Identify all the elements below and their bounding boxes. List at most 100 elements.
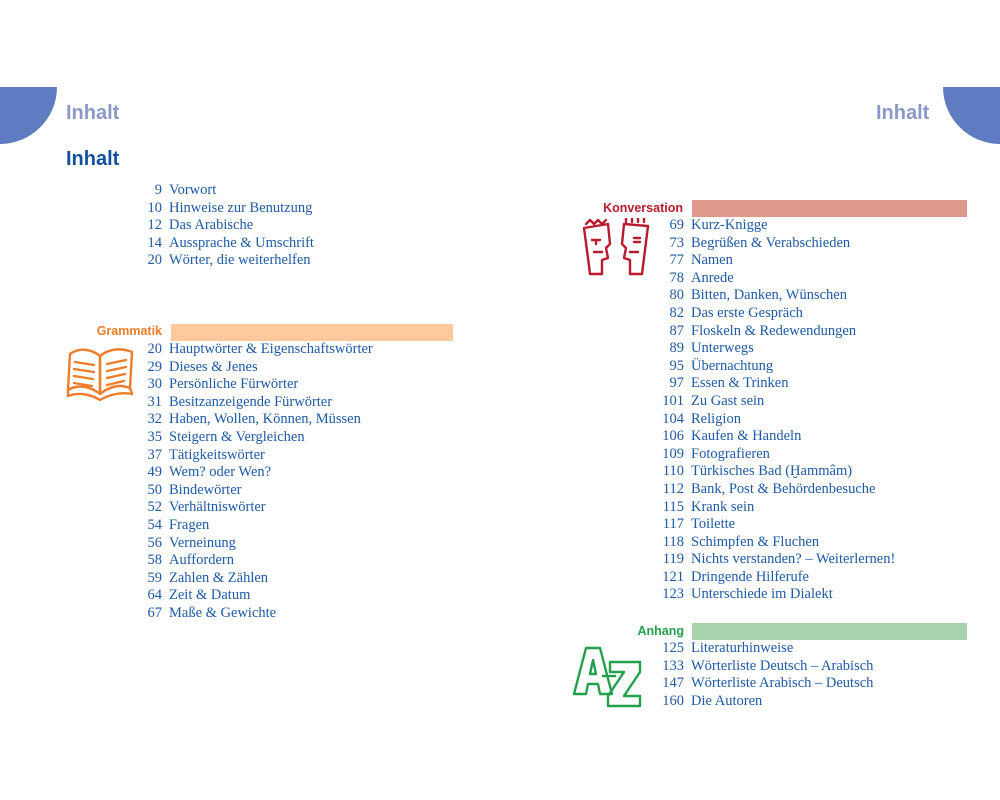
toc-page-number: 133: [662, 657, 684, 674]
toc-entry-title: Aussprache & Umschrift: [169, 234, 314, 251]
toc-entry: 77 Namen: [0, 252, 895, 270]
toc-entry-title: Bindewörter: [169, 481, 242, 498]
toc-page-number: 115: [662, 498, 684, 515]
toc-entry: 106 Kaufen & Handeln: [0, 428, 895, 446]
section-bar-konversation: [692, 200, 967, 217]
toc-page-number: 89: [669, 340, 685, 357]
toc-page-number: 12: [147, 217, 163, 234]
toc-page-number: 56: [147, 534, 163, 551]
toc-entry-title: Steigern & Vergleichen: [169, 428, 305, 445]
toc-entry: 30 Persönliche Fürwörter: [0, 376, 373, 394]
toc-entry-title: Persönliche Fürwörter: [169, 376, 299, 393]
toc-entry: 147 Wörterliste Arabisch – Deutsch: [0, 675, 873, 693]
toc-entry-title: Haben, Wollen, Können, Müssen: [169, 411, 361, 428]
toc-entry: 80 Bitten, Danken, Wünschen: [0, 287, 895, 305]
toc-entry: 20 Wörter, die weiterhelfen: [0, 252, 314, 270]
toc-entry-title: Auffordern: [169, 552, 234, 569]
page-title: Inhalt: [66, 148, 120, 170]
toc-page-number: 49: [147, 464, 163, 481]
a-z-icon: [572, 646, 642, 708]
toc-entry: 97 Essen & Trinken: [0, 375, 895, 393]
toc-entry: 59 Zahlen & Zählen: [0, 570, 373, 588]
toc-entry-title: Krank sein: [691, 498, 755, 515]
toc-entry-title: Religion: [691, 410, 741, 427]
toc-entry: 52 Verhältniswörter: [0, 499, 373, 517]
toc-page-number: 14: [147, 234, 163, 251]
toc-page-number: 67: [147, 604, 163, 621]
toc-entry: 64 Zeit & Datum: [0, 587, 373, 605]
toc-page-number: 10: [147, 199, 163, 216]
section-bar-grammatik: [171, 324, 453, 341]
toc-entry-title: Namen: [691, 252, 733, 269]
toc-entry-title: Schimpfen & Fluchen: [691, 533, 820, 550]
toc-entry-title: Anrede: [691, 269, 734, 286]
toc-page-number: 110: [662, 463, 684, 480]
toc-entry: 112 Bank, Post & Behördenbesuche: [0, 481, 895, 499]
toc-entry-title: Besitzanzeigende Fürwörter: [169, 393, 333, 410]
section-label-anhang: Anhang: [637, 624, 684, 638]
toc-entry: 20 Hauptwörter & Eigenschaftswörter: [0, 341, 373, 359]
toc-page-number: 87: [669, 322, 685, 339]
toc-entry: 78 Anrede: [0, 270, 895, 288]
toc-entry-title: Vorwort: [169, 182, 217, 198]
toc-page-number: 29: [147, 358, 163, 375]
section-bar-anhang: [692, 623, 967, 640]
toc-page-number: 95: [669, 357, 685, 374]
toc-entry-title: Fragen: [169, 516, 210, 533]
toc-page-number: 54: [147, 516, 163, 533]
intro-list: 9 Vorwort 10 Hinweise zur Benutzung 12 Das Ar…: [0, 182, 314, 270]
toc-entry: 115 Krank sein: [0, 499, 895, 517]
toc-entry: 87 Floskeln & Redewendungen: [0, 323, 895, 341]
toc-entry-title: Nichts verstanden? – Weiterlernen!: [691, 551, 896, 568]
toc-entry-title: Wörterliste Arabisch – Deutsch: [691, 675, 874, 692]
left-running-head: Inhalt: [66, 102, 120, 124]
toc-page-number: 117: [662, 516, 684, 533]
toc-entry-title: Das Arabische: [169, 217, 254, 234]
toc-entry: 50 Bindewörter: [0, 482, 373, 500]
toc-entry-title: Toilette: [691, 516, 736, 533]
toc-page-number: 119: [662, 551, 684, 568]
toc-entry-title: Kurz-Knigge: [691, 217, 768, 233]
toc-entry: 101 Zu Gast sein: [0, 393, 895, 411]
toc-page-number: 101: [662, 392, 684, 409]
toc-entry-title: Floskeln & Redewendungen: [691, 322, 857, 339]
toc-page-number: 112: [662, 480, 684, 497]
toc-page-number: 31: [147, 393, 163, 410]
toc-entry-title: Hauptwörter & Eigenschaftswörter: [169, 341, 373, 357]
toc-entry-title: Verhältniswörter: [169, 499, 266, 516]
grammatik-list: 20 Hauptwörter & Eigenschaftswörter 29 Dies…: [0, 341, 373, 623]
toc-entry: 10 Hinweise zur Benutzung: [0, 200, 314, 218]
toc-entry: 121 Dringende Hilferufe: [0, 569, 895, 587]
toc-page-number: 97: [669, 375, 685, 392]
toc-page-number: 30: [147, 376, 163, 393]
toc-page-number: 160: [662, 692, 684, 709]
toc-entry: 58 Auffordern: [0, 552, 373, 570]
toc-entry-title: Unterschiede im Dialekt: [691, 586, 833, 603]
toc-entry-title: Zu Gast sein: [691, 392, 765, 409]
toc-page-number: 123: [662, 586, 684, 603]
toc-page-number: 9: [154, 182, 162, 198]
toc-entry: 56 Verneinung: [0, 535, 373, 553]
toc-page-number: 118: [662, 533, 684, 550]
toc-entry-title: Wem? oder Wen?: [169, 464, 272, 481]
toc-page-number: 73: [669, 234, 685, 251]
toc-entry: 12 Das Arabische: [0, 217, 314, 235]
toc-entry: 133 Wörterliste Deutsch – Arabisch: [0, 658, 873, 676]
toc-entry-title: Wörter, die weiterhelfen: [169, 252, 311, 269]
toc-entry-title: Das erste Gespräch: [691, 304, 803, 321]
toc-entry-title: Fotografieren: [691, 445, 770, 462]
toc-entry: 31 Besitzanzeigende Fürwörter: [0, 394, 373, 412]
toc-page-number: 78: [669, 269, 685, 286]
toc-entry: 110 Türkisches Bad (Ḫammâm): [0, 463, 895, 481]
toc-page-number: 20: [147, 252, 163, 269]
toc-page-number: 69: [669, 217, 685, 233]
toc-entry: 35 Steigern & Vergleichen: [0, 429, 373, 447]
toc-entry-title: Wörterliste Deutsch – Arabisch: [691, 657, 874, 674]
toc-entry-title: Bitten, Danken, Wünschen: [691, 287, 847, 304]
toc-page-number: 59: [147, 569, 163, 586]
toc-page-number: 104: [662, 410, 684, 427]
toc-entry: 104 Religion: [0, 411, 895, 429]
section-label-konversation: Konversation: [603, 201, 683, 215]
toc-entry-title: Verneinung: [169, 534, 236, 551]
toc-entry: 14 Aussprache & Umschrift: [0, 235, 314, 253]
